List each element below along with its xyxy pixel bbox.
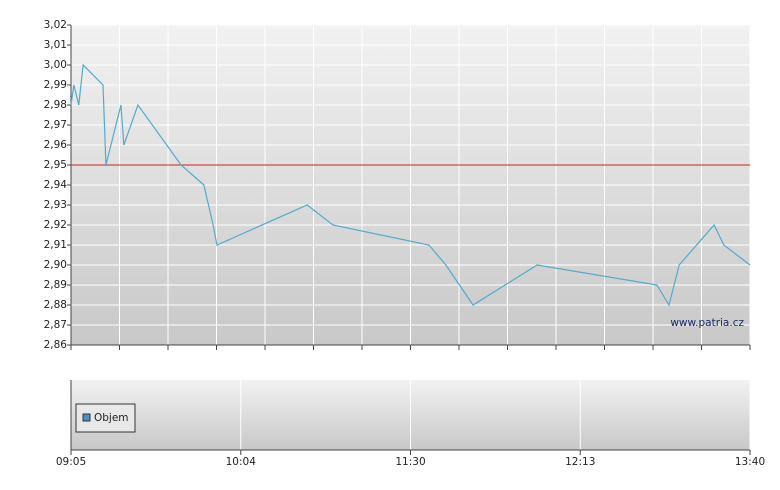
y-tick-label: 2,89: [44, 279, 67, 291]
y-tick-label: 3,00: [44, 59, 67, 71]
y-tick-label: 2,88: [44, 299, 67, 311]
y-tick-label: 2,90: [44, 259, 67, 271]
y-tick-label: 2,86: [44, 339, 68, 351]
y-tick-label: 3,01: [44, 39, 67, 51]
x-tick-label: 09:05: [56, 456, 86, 468]
price-line: [70, 63, 751, 307]
y-tick-label: 2,93: [44, 199, 67, 211]
y-tick-label: 2,95: [44, 159, 67, 171]
x-tick-label: 10:04: [226, 456, 257, 468]
y-tick-label: 2,98: [44, 99, 67, 111]
x-tick-label: 11:30: [395, 456, 425, 468]
x-tick-label: 13:40: [735, 456, 765, 468]
y-tick-label: 2,99: [44, 79, 67, 91]
x-tick-label: 12:13: [565, 456, 595, 468]
y-tick-label: 2,91: [44, 239, 67, 251]
y-tick-label: 2,92: [44, 219, 67, 231]
y-tick-label: 2,87: [44, 319, 67, 331]
y-tick-label: 2,96: [44, 139, 68, 151]
y-tick-label: 2,97: [44, 119, 67, 131]
legend-swatch: [82, 413, 91, 422]
y-tick-label: 3,02: [44, 19, 67, 31]
legend-label: Objem: [94, 412, 129, 424]
y-tick-label: 2,94: [44, 179, 68, 191]
watermark: www.patria.cz: [670, 317, 744, 329]
